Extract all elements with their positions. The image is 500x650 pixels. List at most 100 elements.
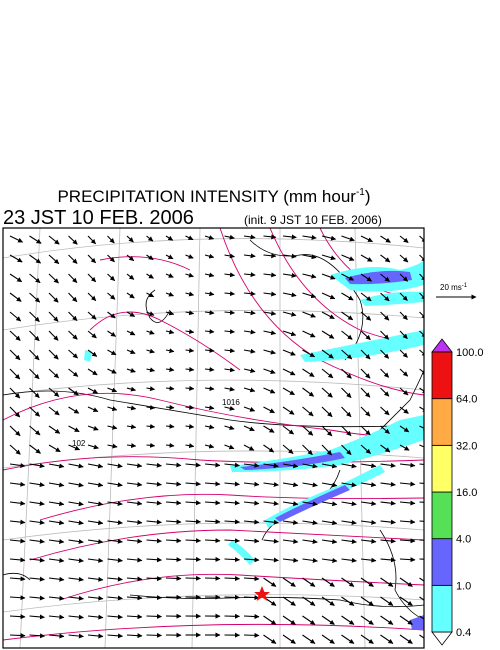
wind-vector: [419, 596, 424, 601]
wind-vector: [165, 462, 182, 468]
wind-vector: [204, 253, 215, 259]
wind-vector: [302, 387, 315, 397]
wind-vector: [399, 273, 408, 282]
wind-vector: [165, 273, 174, 278]
wind-vector: [87, 273, 97, 283]
wind-vector: [29, 406, 40, 417]
wind-vector: [126, 292, 135, 299]
wind-vector: [204, 367, 215, 372]
colorbar: 0.4 1.0 4.0 16.0 32.0 64.0 100.0: [431, 338, 484, 646]
wind-vector: [68, 482, 84, 488]
wind-vector: [321, 520, 338, 526]
wind-vector: [29, 349, 40, 361]
colorbar-under: [431, 631, 453, 646]
wind-vector: [204, 291, 215, 297]
wind-vector: [224, 462, 240, 468]
wind-vector: [341, 501, 357, 507]
wind-vector: [282, 253, 297, 259]
wind-vector: [282, 368, 296, 376]
wind-vector: [204, 575, 221, 581]
wind-vector: [224, 329, 235, 335]
wind-vector: [243, 272, 256, 278]
wind-vector: [282, 311, 297, 317]
wind-vector: [204, 538, 221, 544]
wind-vector: [87, 614, 104, 620]
wind-vector: [302, 596, 316, 606]
wind-vector: [321, 634, 335, 644]
wind-vector: [419, 520, 424, 522]
wind-vector: [87, 254, 96, 264]
wind-vector: [419, 235, 424, 243]
wind-vector: [399, 349, 408, 358]
wind-vector: [341, 349, 353, 360]
colorbar-label: 1.0: [456, 580, 471, 592]
wind-vector: [9, 292, 22, 302]
wind-vector: [263, 406, 275, 414]
wind-vector: [263, 349, 276, 355]
wind-vector: [263, 557, 279, 563]
wind-vector: [360, 519, 377, 525]
wind-vector: [185, 347, 195, 353]
wind-vector: [243, 425, 255, 432]
wind-vector: [126, 576, 143, 582]
wind-vector: [68, 539, 84, 545]
colorbar-label: 100.0: [456, 347, 484, 359]
wind-vector: [263, 387, 276, 394]
colorbar-bin: [431, 538, 453, 586]
wind-vector: [87, 557, 104, 563]
wind-vector: [341, 292, 354, 301]
wind-vector: [263, 291, 277, 297]
wind-vector: [165, 575, 182, 581]
wind-vector: [48, 614, 65, 620]
wind-vector: [380, 538, 396, 544]
wind-vector: [9, 481, 26, 487]
wind-vector: [419, 577, 424, 582]
wind-vector: [146, 595, 162, 601]
wind-vector: [68, 254, 78, 264]
wind-vector: [224, 348, 235, 354]
wind-vector: [399, 557, 416, 563]
wind-vector: [399, 368, 409, 377]
wind-vector: [360, 463, 377, 469]
wind-vector: [380, 368, 390, 378]
wind-vector: [263, 444, 275, 453]
wind-vector: [68, 273, 78, 283]
location-star: [254, 586, 270, 601]
wind-vector: [224, 310, 235, 316]
wind-vector: [165, 329, 175, 335]
colorbar-bin: [431, 398, 453, 446]
wind-vector: [29, 254, 42, 264]
title: PRECIPITATION INTENSITY (mm hour-1): [57, 187, 370, 206]
wind-vector: [68, 595, 84, 601]
wind-vector: [48, 482, 65, 488]
wind-vector: [399, 254, 409, 263]
colorbar-bin: [431, 351, 453, 400]
wind-vector: [282, 444, 294, 455]
wind-vector: [29, 614, 45, 620]
wind-vector: [87, 235, 96, 245]
wind-vector: [9, 462, 26, 468]
wind-vector: [9, 425, 21, 437]
wind-vector: [165, 348, 175, 354]
wind-vector: [126, 330, 136, 336]
wind-vector: [399, 235, 409, 244]
wind-vector: [380, 596, 394, 606]
wind-vector: [29, 235, 42, 244]
wind-vector: [185, 366, 195, 372]
wind-vector: [48, 463, 65, 469]
wind-vector: [360, 425, 371, 436]
wind-vector: [282, 501, 299, 507]
wind-vector: [107, 387, 118, 393]
wind-vector: [360, 254, 373, 262]
wind-vector: [399, 292, 408, 301]
wind-vector: [126, 463, 143, 469]
wind-vector: [87, 387, 99, 394]
wind-vector: [399, 596, 413, 606]
wind-vector: [380, 481, 396, 487]
wind-vector: [126, 405, 137, 411]
wind-vector: [380, 349, 390, 359]
wind-vector: [302, 463, 318, 469]
wind-vector: [302, 634, 316, 644]
